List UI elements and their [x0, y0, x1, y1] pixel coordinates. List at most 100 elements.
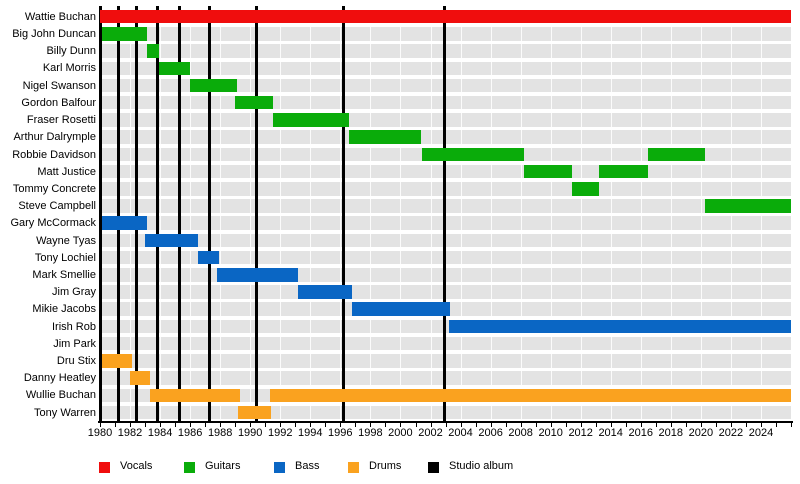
tenure-bar: [598, 164, 649, 179]
row-band: [100, 354, 791, 368]
gridline: [400, 8, 402, 421]
axis-year-label: 1988: [207, 427, 233, 439]
axis-tick: [595, 423, 597, 427]
axis-tick: [295, 423, 297, 427]
axis-tick: [700, 423, 702, 427]
axis-tick: [460, 423, 462, 427]
axis-tick: [730, 423, 732, 427]
gridline: [761, 8, 762, 421]
member-label: Wayne Tyas: [36, 234, 96, 247]
axis-tick: [310, 423, 312, 427]
studio-album-line: [134, 6, 138, 421]
axis-tick: [250, 423, 252, 427]
axis-tick: [625, 423, 627, 427]
member-label: Wullie Buchan: [25, 389, 96, 402]
axis-year-label: 2014: [598, 427, 623, 439]
member-label: Wattie Buchan: [24, 10, 96, 23]
axis-tick: [430, 423, 432, 427]
gridline: [460, 8, 462, 421]
row-band: [100, 130, 791, 144]
row-band: [100, 44, 791, 58]
tenure-bar: [158, 61, 191, 75]
row-band: [100, 182, 791, 196]
gridline: [190, 8, 192, 421]
axis-tick: [520, 423, 522, 427]
member-label: Fraser Rosetti: [26, 114, 96, 126]
axis-tick: [370, 423, 372, 427]
gridline: [310, 8, 312, 421]
row-band: [100, 233, 791, 248]
tenure-bar: [648, 147, 706, 162]
axis-tick: [400, 423, 402, 427]
axis-tick: [445, 423, 447, 427]
row-band: [100, 371, 791, 385]
member-label: Gary McCormack: [10, 217, 96, 230]
legend-label: Bass: [295, 460, 320, 472]
member-label: Matt Justice: [37, 165, 96, 178]
row-band: [100, 405, 791, 420]
axis-year-label: 1986: [177, 427, 203, 439]
gridline: [490, 8, 492, 421]
axis-year-label: 2002: [418, 427, 443, 439]
axis-year-label: 2016: [628, 427, 654, 439]
legend-label: Vocals: [120, 460, 153, 472]
axis-tick: [791, 423, 792, 427]
axis-tick: [565, 423, 567, 427]
gridline: [340, 8, 342, 421]
tenure-bar: [272, 113, 350, 127]
tenure-bar: [149, 388, 240, 402]
tenure-bar: [190, 78, 237, 93]
gridline: [730, 8, 732, 421]
member-label: Steve Campbell: [18, 200, 96, 213]
tenure-bar: [238, 405, 272, 420]
axis-tick: [776, 423, 777, 427]
tenure-bar: [101, 216, 147, 230]
gridline: [370, 8, 372, 421]
axis-tick: [280, 423, 282, 427]
axis-tick: [235, 423, 237, 427]
member-label: Mark Smellie: [32, 268, 96, 281]
row-band: [100, 216, 791, 230]
axis-tick: [761, 423, 762, 427]
axis-year-label: 2012: [568, 427, 593, 439]
gridline: [220, 8, 222, 421]
studio-album-line: [208, 6, 212, 421]
gridline: [700, 8, 702, 421]
row-band: [100, 78, 791, 93]
legend-swatch-drums: [348, 462, 359, 473]
tenure-bar: [146, 44, 159, 58]
studio-album-line: [116, 6, 120, 421]
axis-year-label: 1998: [358, 427, 383, 439]
legend-swatch-guitars: [184, 462, 195, 473]
studio-album-line: [341, 6, 345, 421]
axis-tick: [715, 423, 717, 427]
member-label: Arthur Dalrymple: [13, 131, 96, 144]
axis-tick: [505, 423, 507, 427]
tenure-bar: [448, 319, 791, 334]
gridline: [520, 8, 522, 421]
axis-tick: [115, 423, 116, 427]
legend-label: Guitars: [205, 460, 241, 472]
studio-album-line: [155, 6, 159, 421]
axis-year-label: 2008: [508, 427, 533, 439]
tenure-bar: [705, 199, 791, 213]
axis-year-label: 2020: [688, 427, 714, 439]
tenure-bar: [197, 250, 219, 265]
tenure-bar: [217, 268, 299, 282]
row-band: [100, 95, 791, 110]
member-label: Billy Dunn: [46, 45, 96, 58]
axis-tick: [640, 423, 642, 427]
axis-tick: [415, 423, 417, 427]
axis-tick: [745, 423, 747, 427]
legend-swatch-bass: [274, 462, 285, 473]
axis-year-label: 1982: [117, 427, 143, 439]
legend-label: Drums: [369, 460, 402, 472]
axis-tick: [190, 423, 192, 427]
axis-tick: [220, 423, 222, 427]
row-band: [100, 199, 791, 213]
member-label: Tony Warren: [34, 406, 96, 419]
studio-album-line: [178, 6, 182, 421]
row-band: [100, 61, 791, 75]
row-band: [100, 268, 791, 282]
